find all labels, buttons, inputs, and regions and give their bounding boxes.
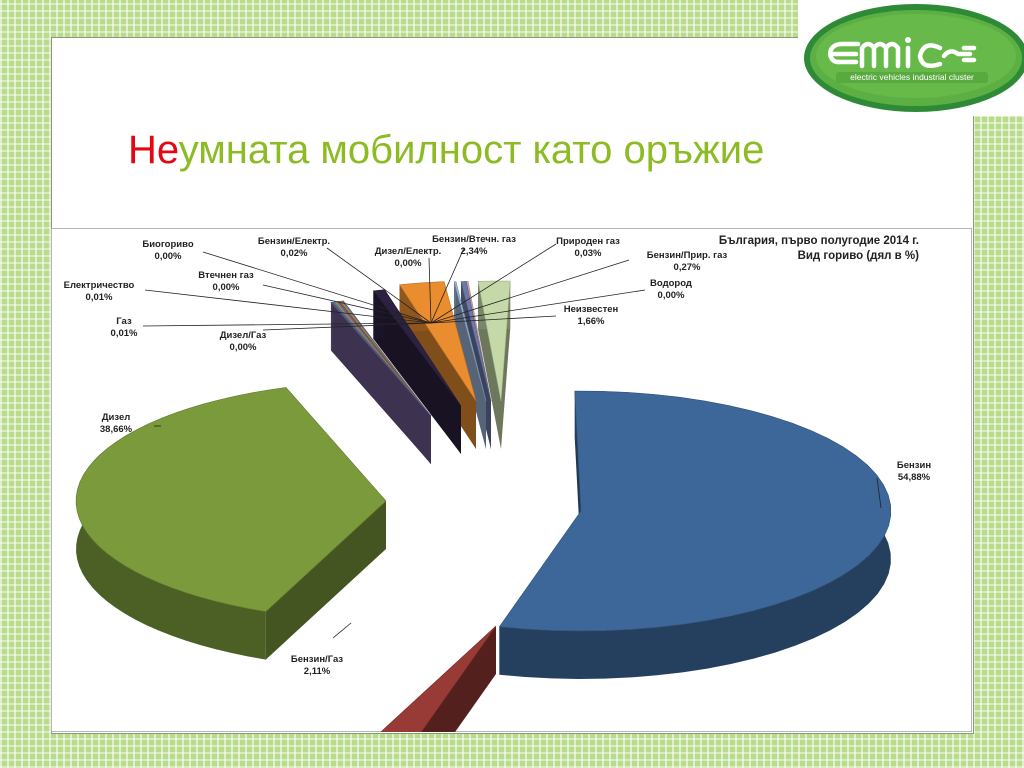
label-leader-line xyxy=(332,622,352,639)
slice-label: Газ xyxy=(116,316,132,327)
slice-label: Природен газ xyxy=(556,236,620,247)
slice-value-label: 0,00% xyxy=(155,251,182,262)
slice-label: Дизел/Газ xyxy=(220,330,267,341)
label-leader-line xyxy=(430,315,557,324)
label-leader-line xyxy=(430,243,557,324)
label-leader-line xyxy=(430,289,646,324)
slice-value-label: 0,00% xyxy=(395,258,422,269)
pie-slice-top xyxy=(399,281,477,402)
pie-slice-top xyxy=(477,280,511,402)
slice-value-label: 1,66% xyxy=(578,316,605,327)
slice-value-label: 38,66% xyxy=(100,424,133,435)
chart-title: България, първо полугодие 2014 г. xyxy=(719,235,919,247)
slice-value-label: 54,88% xyxy=(898,472,931,483)
label-leader-line xyxy=(428,257,432,324)
pie-slice-wall xyxy=(455,281,486,449)
pie-slice-top xyxy=(453,281,487,402)
chart-subtitle: Вид гориво (дял в %) xyxy=(798,250,920,262)
pie-slice xyxy=(453,281,487,449)
slice-value-label: 0,03% xyxy=(575,248,602,259)
label-leader-line xyxy=(326,247,432,324)
slice-label: Втечнен газ xyxy=(198,270,254,281)
slice-label: Бензин/Газ xyxy=(291,654,343,665)
chart-svg: България, първо полугодие 2014 г. Вид го… xyxy=(50,227,973,768)
slice-label: Бензин/Прир. газ xyxy=(647,250,728,261)
label-leader-line xyxy=(144,289,432,324)
logo-subtitle: electric vehicles industrial cluster xyxy=(850,72,974,82)
slice-label: Бензин/Втечн. газ xyxy=(432,234,516,245)
pie-slice xyxy=(75,387,387,660)
label-leader-line xyxy=(430,259,630,324)
slice-label: Бензин/Електр. xyxy=(258,236,330,247)
label-leader-line xyxy=(262,322,432,331)
emic-logo: electric vehicles industrial cluster xyxy=(798,0,1024,116)
pie-slice-top xyxy=(75,387,387,612)
slice-value-label: 0,02% xyxy=(281,248,308,259)
slice-value-label: 0,01% xyxy=(111,328,138,339)
slice-value-label: 0,00% xyxy=(230,342,257,353)
slice-value-label: 0,00% xyxy=(658,290,685,301)
pie-slice-top xyxy=(498,390,892,632)
slide-title: Неумната мобилност като оръжие xyxy=(128,128,764,173)
pie-slice-top xyxy=(330,301,432,417)
label-leader-line xyxy=(876,477,882,509)
pie-slice xyxy=(477,280,511,449)
fuel-type-pie-chart: България, първо полугодие 2014 г. Вид го… xyxy=(50,227,973,768)
title-rest: умната мобилност като оръжие xyxy=(178,128,765,172)
slice-label: Неизвестен xyxy=(564,304,619,315)
emic-logo-graphic: electric vehicles industrial cluster xyxy=(804,4,1024,112)
slice-label: Биогориво xyxy=(142,239,193,250)
title-prefix: Не xyxy=(128,128,179,172)
slice-label: Водород xyxy=(650,278,692,289)
slice-value-label: 0,01% xyxy=(86,292,113,303)
label-leader-line xyxy=(430,247,465,324)
label-leader-line xyxy=(142,322,432,327)
label-leader-line xyxy=(202,251,432,324)
pie-slice-wall xyxy=(332,302,431,464)
pie-slice xyxy=(498,390,892,679)
slice-label: Електричество xyxy=(64,280,135,291)
slice-value-label: 2,11% xyxy=(304,666,331,677)
slice-value-label: 2,34% xyxy=(461,246,488,257)
slice-label: Дизел/Електр. xyxy=(375,246,442,257)
pie-slice-outer-wall xyxy=(454,281,456,330)
slice-label: Бензин xyxy=(897,460,931,471)
slice-value-label: 0,27% xyxy=(674,262,701,273)
pie-slice-wall xyxy=(265,501,386,660)
pie-slice-outer-wall xyxy=(330,302,333,351)
label-leader-line xyxy=(262,284,432,324)
slice-value-label: 0,00% xyxy=(213,282,240,293)
pie-slice xyxy=(330,301,432,464)
slice-label: Дизел xyxy=(102,412,131,423)
